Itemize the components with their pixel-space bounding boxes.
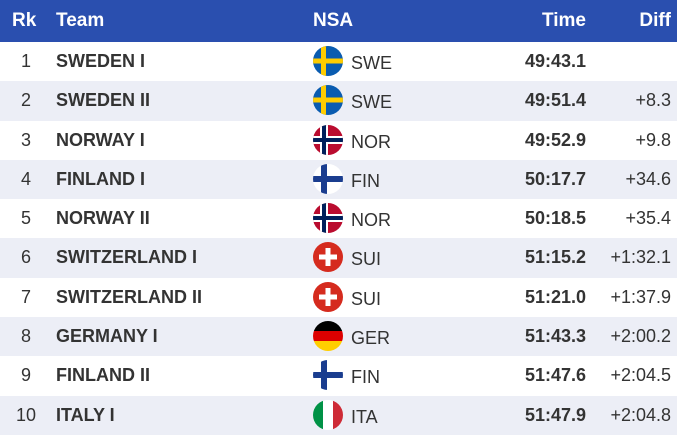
fin-flag-icon (313, 360, 343, 391)
header-team[interactable]: Team (56, 10, 105, 31)
table-row[interactable]: 9 FINLAND II FIN 51:47.6 +2:04.5 (0, 356, 677, 396)
diff-cell: +2:04.8 (610, 404, 671, 425)
rank-cell: 5 (20, 208, 31, 229)
header-nsa[interactable]: NSA (313, 10, 354, 31)
time-cell: 51:21.0 (524, 286, 586, 307)
time-cell: 51:47.9 (524, 404, 586, 425)
sui-flag-icon (313, 242, 343, 273)
table-row[interactable]: 1 SWEDEN I SWE 49:43.1 (0, 42, 677, 82)
nsa-cell: SWE (351, 53, 393, 73)
diff-cell: +8.3 (635, 90, 671, 111)
nsa-cell: SWE (351, 92, 393, 113)
rank-cell: 8 (20, 326, 31, 347)
rank-cell: 9 (20, 365, 31, 386)
table-header: Rk Team NSA Time Diff (0, 0, 677, 42)
diff-cell: +35.4 (625, 208, 671, 229)
table-body: 1 SWEDEN I SWE 49:43.1 2 SWEDEN II SWE 4… (0, 42, 677, 435)
time-cell: 51:47.6 (524, 365, 586, 386)
header-diff[interactable]: Diff (639, 10, 671, 31)
swe-flag-icon (313, 46, 343, 76)
team-cell[interactable]: FINLAND I (56, 168, 145, 189)
header-time[interactable]: Time (541, 10, 586, 31)
nsa-cell: ITA (351, 406, 378, 427)
time-cell: 51:15.2 (524, 247, 586, 268)
time-cell: 49:52.9 (524, 129, 586, 150)
team-cell[interactable]: SWEDEN II (56, 90, 151, 111)
team-cell[interactable]: SWEDEN I (56, 51, 146, 71)
time-cell: 49:43.1 (524, 51, 586, 71)
table-row[interactable]: 10 ITALY I ITA 51:47.9 +2:04.8 (0, 395, 677, 435)
team-cell[interactable]: ITALY I (56, 404, 115, 425)
table-row[interactable]: 8 GERMANY I GER 51:43.3 +2:00.2 (0, 317, 677, 357)
rank-cell: 10 (15, 404, 37, 425)
rank-cell: 3 (20, 129, 31, 150)
table-row[interactable]: 7 SWITZERLAND II SUI 51:21.0 +1:37.9 (0, 277, 677, 318)
rank-cell: 7 (20, 286, 31, 307)
diff-cell: +1:32.1 (610, 247, 671, 268)
rank-cell: 6 (20, 247, 31, 268)
team-cell[interactable]: SWITZERLAND I (56, 247, 197, 268)
time-cell: 49:51.4 (524, 90, 586, 111)
team-cell[interactable]: NORWAY II (56, 208, 150, 229)
table-row[interactable]: 2 SWEDEN II SWE 49:51.4 +8.3 (0, 81, 677, 121)
nsa-cell: GER (351, 328, 391, 349)
team-cell[interactable]: FINLAND II (56, 365, 150, 386)
rank-cell: 2 (20, 90, 31, 111)
team-cell[interactable]: NORWAY I (56, 129, 145, 150)
nor-flag-icon (313, 203, 343, 234)
time-cell: 51:43.3 (524, 326, 586, 347)
time-cell: 50:17.7 (524, 168, 586, 189)
nsa-cell: NOR (351, 210, 391, 231)
diff-cell: +2:00.2 (610, 326, 671, 347)
ger-flag-icon (313, 321, 343, 352)
header-rk[interactable]: Rk (12, 10, 37, 31)
table-row[interactable]: 4 FINLAND I FIN 50:17.7 +34.6 (0, 159, 677, 200)
fin-flag-icon (313, 163, 343, 194)
table-row[interactable]: 5 NORWAY II NOR 50:18.5 +35.4 (0, 199, 677, 239)
ita-flag-icon (313, 399, 343, 430)
team-cell[interactable]: GERMANY I (56, 326, 158, 347)
table-row[interactable]: 6 SWITZERLAND I SUI 51:15.2 +1:32.1 (0, 238, 677, 278)
swe-flag-icon (313, 85, 343, 116)
diff-cell: +2:04.5 (610, 365, 671, 386)
team-cell[interactable]: SWITZERLAND II (56, 286, 202, 307)
nsa-cell: FIN (351, 367, 380, 388)
nsa-cell: SUI (351, 249, 382, 270)
nor-flag-icon (313, 124, 343, 155)
diff-cell: +1:37.9 (610, 286, 671, 307)
rank-cell: 4 (20, 168, 31, 189)
nsa-cell: SUI (351, 288, 382, 309)
diff-cell: +34.6 (625, 168, 671, 189)
table-row[interactable]: 3 NORWAY I NOR 49:52.9 +9.8 (0, 120, 677, 160)
sui-flag-icon (313, 281, 343, 312)
nsa-cell: FIN (351, 170, 380, 191)
nsa-cell: NOR (351, 131, 391, 152)
diff-cell: +9.8 (635, 129, 671, 150)
time-cell: 50:18.5 (524, 208, 586, 229)
rank-cell: 1 (20, 51, 31, 71)
